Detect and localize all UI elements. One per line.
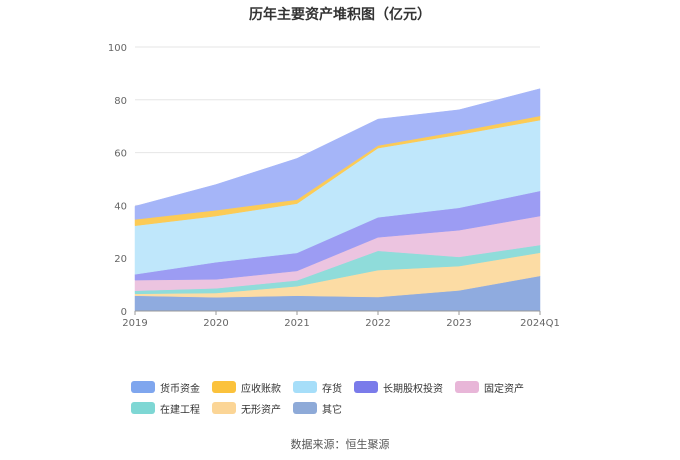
chart-title: 历年主要资产堆积图（亿元） xyxy=(249,7,431,23)
legend-item[interactable]: 固定资产 xyxy=(455,379,524,395)
legend-label: 其它 xyxy=(322,404,342,416)
legend-swatch xyxy=(131,402,155,414)
legend-swatch xyxy=(212,402,236,414)
y-axis-ticks: 0 20 40 60 80 100 xyxy=(108,43,127,318)
legend-label: 货币资金 xyxy=(160,383,200,395)
legend-item[interactable]: 其它 xyxy=(293,400,342,416)
x-tick-label: 2021 xyxy=(284,318,309,329)
x-tick-label: 2023 xyxy=(446,318,471,329)
legend-label: 无形资产 xyxy=(241,404,281,416)
legend-swatch xyxy=(131,381,155,393)
legend-label: 在建工程 xyxy=(160,404,200,416)
x-tick-label: 2020 xyxy=(203,318,228,329)
legend-label: 长期股权投资 xyxy=(383,383,443,395)
x-tick-label: 2019 xyxy=(122,318,147,329)
legend-swatch xyxy=(212,381,236,393)
legend-item[interactable]: 货币资金 xyxy=(131,379,200,395)
legend-swatch xyxy=(455,381,479,393)
x-tick-label: 2024Q1 xyxy=(520,318,560,329)
legend-item[interactable]: 存货 xyxy=(293,379,342,395)
y-tick-label: 0 xyxy=(121,307,127,318)
legend-item[interactable]: 长期股权投资 xyxy=(354,379,443,395)
legend-swatch xyxy=(293,381,317,393)
y-tick-label: 80 xyxy=(114,96,127,107)
legend-label: 固定资产 xyxy=(484,383,524,395)
y-tick-label: 20 xyxy=(114,254,127,265)
y-tick-label: 60 xyxy=(114,149,127,160)
legend-item[interactable]: 应收账款 xyxy=(212,379,281,395)
area-货币资金[interactable] xyxy=(134,88,541,220)
y-tick-label: 100 xyxy=(108,43,127,54)
legend-item[interactable]: 在建工程 xyxy=(131,400,200,416)
legend-swatch xyxy=(293,402,317,414)
x-axis-ticks: 2019 2020 2021 2022 2023 2024Q1 xyxy=(122,311,560,329)
data-source: 数据来源：恒生聚源 xyxy=(290,438,390,451)
legend-swatch xyxy=(354,381,378,393)
legend-item[interactable]: 无形资产 xyxy=(212,400,281,416)
legend-label: 存货 xyxy=(322,383,342,395)
y-tick-label: 40 xyxy=(114,201,127,212)
stacked-area-chart: 0 20 40 60 80 100 2019 2020 2021 2022 2023 2024Q1 xyxy=(108,43,560,329)
x-tick-label: 2022 xyxy=(365,318,390,329)
legend: 货币资金 应收账款 存货 长期股权投资 固定资产在建工程 无形资产 其它 xyxy=(131,378,571,420)
area-series xyxy=(134,88,541,312)
legend-label: 应收账款 xyxy=(241,383,281,395)
